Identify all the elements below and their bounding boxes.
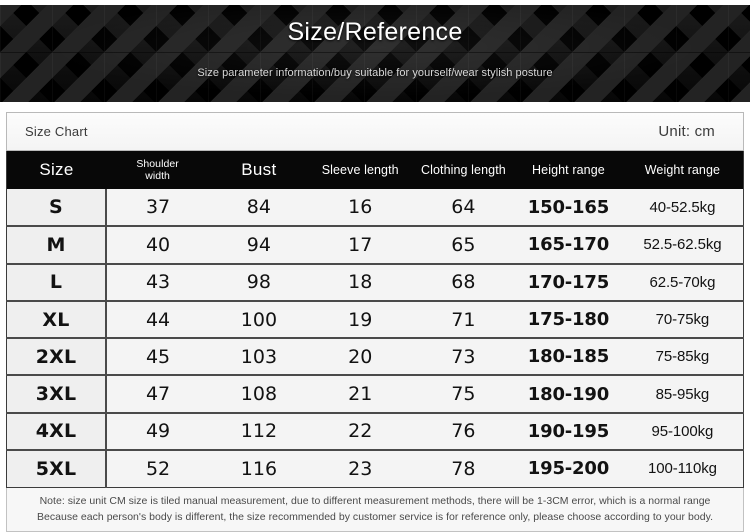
page-subtitle: Size parameter information/buy suitable … — [197, 66, 553, 79]
table-row: L 43 98 18 68 170-175 62.5-70kg — [6, 262, 744, 301]
column-header-sleeve-length: Sleeve length — [321, 163, 399, 177]
cell-shoulder-width: 43 — [105, 262, 210, 301]
cell-clothing-length: 71 — [411, 299, 515, 339]
cell-shoulder-width: 52 — [105, 449, 210, 488]
cell-sleeve-length: 20 — [308, 337, 412, 376]
cell-height-range: 195-200 — [514, 449, 622, 488]
table-row: 3XL 47 108 21 75 180-190 85-95kg — [6, 374, 744, 413]
cell-height-range: 180-185 — [514, 337, 622, 376]
column-header-bust: Bust — [241, 160, 277, 179]
cell-size: XL — [6, 299, 107, 339]
cell-height-range: 150-165 — [527, 196, 610, 218]
cell-height-range: 180-190 — [514, 374, 622, 413]
column-header-clothing-length: Clothing length — [420, 163, 506, 177]
cell-height-range: 190-195 — [514, 411, 622, 451]
hero-banner: Size/Reference Size parameter informatio… — [0, 0, 750, 105]
size-chart-section: Size Chart Unit: cm Size Shoulder width … — [0, 105, 750, 488]
column-header-height-range: Height range — [532, 163, 605, 177]
cell-clothing-length: 78 — [411, 449, 515, 488]
cell-height-range: 170-175 — [514, 262, 622, 301]
cell-weight-range: 95-100kg — [621, 411, 744, 451]
cell-shoulder-width: 45 — [105, 337, 210, 376]
shoulder-width-line1: Shoulder — [136, 157, 179, 170]
unit-label: Unit: cm — [658, 123, 715, 140]
cell-size: M — [6, 225, 107, 264]
cell-clothing-length: 73 — [411, 337, 515, 376]
cell-bust: 103 — [209, 337, 309, 376]
column-header-weight-range: Weight range — [644, 163, 721, 177]
cell-weight-range: 85-95kg — [621, 374, 744, 413]
banner-texture — [0, 0, 750, 105]
footer-note: Note: size unit CM size is tiled manual … — [6, 487, 744, 532]
cell-bust: 84 — [246, 196, 271, 219]
cell-shoulder-width: 40 — [105, 225, 210, 264]
cell-size: 2XL — [6, 337, 107, 376]
cell-sleeve-length: 23 — [308, 449, 412, 488]
cell-shoulder-width: 49 — [105, 411, 210, 451]
column-header-shoulder-width: Shoulder width — [106, 151, 209, 189]
cell-sleeve-length: 21 — [308, 374, 412, 413]
cell-size: L — [6, 262, 107, 301]
column-header-size: Size — [39, 160, 74, 179]
banner-bottom-edge — [0, 102, 750, 105]
cell-clothing-length: 68 — [411, 262, 515, 301]
cell-weight-range: 52.5-62.5kg — [621, 225, 744, 264]
cell-shoulder-width: 47 — [105, 374, 210, 413]
cell-sleeve-length: 19 — [308, 299, 412, 339]
cell-weight-range: 40-52.5kg — [649, 198, 716, 216]
cell-weight-range: 100-110kg — [621, 449, 744, 488]
table-row: 5XL 52 116 23 78 195-200 100-110kg — [6, 449, 744, 488]
cell-height-range: 175-180 — [514, 299, 622, 339]
table-row: S 37 84 16 64 150-165 40-52.5kg — [6, 189, 744, 227]
cell-bust: 108 — [209, 374, 309, 413]
cell-size: 5XL — [6, 449, 107, 488]
table-row: M 40 94 17 65 165-170 52.5-62.5kg — [6, 225, 744, 264]
cell-size: 4XL — [6, 411, 107, 451]
banner-top-edge — [0, 0, 750, 5]
cell-sleeve-length: 16 — [348, 196, 373, 219]
cell-clothing-length: 64 — [451, 196, 476, 219]
note-line-1: Note: size unit CM size is tiled manual … — [39, 494, 711, 507]
size-table-body: S 37 84 16 64 150-165 40-52.5kg M 40 94 … — [6, 189, 744, 488]
cell-clothing-length: 76 — [411, 411, 515, 451]
cell-sleeve-length: 17 — [308, 225, 412, 264]
table-row: XL 44 100 19 71 175-180 70-75kg — [6, 299, 744, 339]
table-header-row: Size Shoulder width Bust Sleeve length C… — [6, 151, 744, 189]
cell-shoulder-width: 37 — [145, 196, 171, 219]
table-row: 4XL 49 112 22 76 190-195 95-100kg — [6, 411, 744, 451]
cell-clothing-length: 75 — [411, 374, 515, 413]
cell-weight-range: 75-85kg — [621, 337, 744, 376]
cell-bust: 112 — [209, 411, 309, 451]
cell-height-range: 165-170 — [514, 225, 622, 264]
cell-size: S — [6, 189, 107, 227]
cell-shoulder-width: 44 — [105, 299, 210, 339]
shoulder-width-line2: width — [145, 170, 170, 182]
cell-bust: 94 — [209, 225, 309, 264]
cell-clothing-length: 65 — [411, 225, 515, 264]
cell-weight-range: 62.5-70kg — [621, 262, 744, 301]
table-row: 2XL 45 103 20 73 180-185 75-85kg — [6, 337, 744, 376]
size-chart-label: Size Chart — [25, 124, 88, 139]
size-table: Size Shoulder width Bust Sleeve length C… — [6, 151, 744, 488]
cell-bust: 98 — [209, 262, 309, 301]
cell-size: 3XL — [6, 374, 107, 413]
cell-weight-range: 70-75kg — [621, 299, 744, 339]
cell-sleeve-length: 18 — [308, 262, 412, 301]
cell-bust: 100 — [209, 299, 309, 339]
size-chart-bar: Size Chart Unit: cm — [6, 112, 744, 151]
note-line-2: Because each person's body is different,… — [36, 511, 714, 524]
cell-bust: 116 — [209, 449, 309, 488]
cell-sleeve-length: 22 — [308, 411, 412, 451]
page-title: Size/Reference — [287, 18, 463, 46]
